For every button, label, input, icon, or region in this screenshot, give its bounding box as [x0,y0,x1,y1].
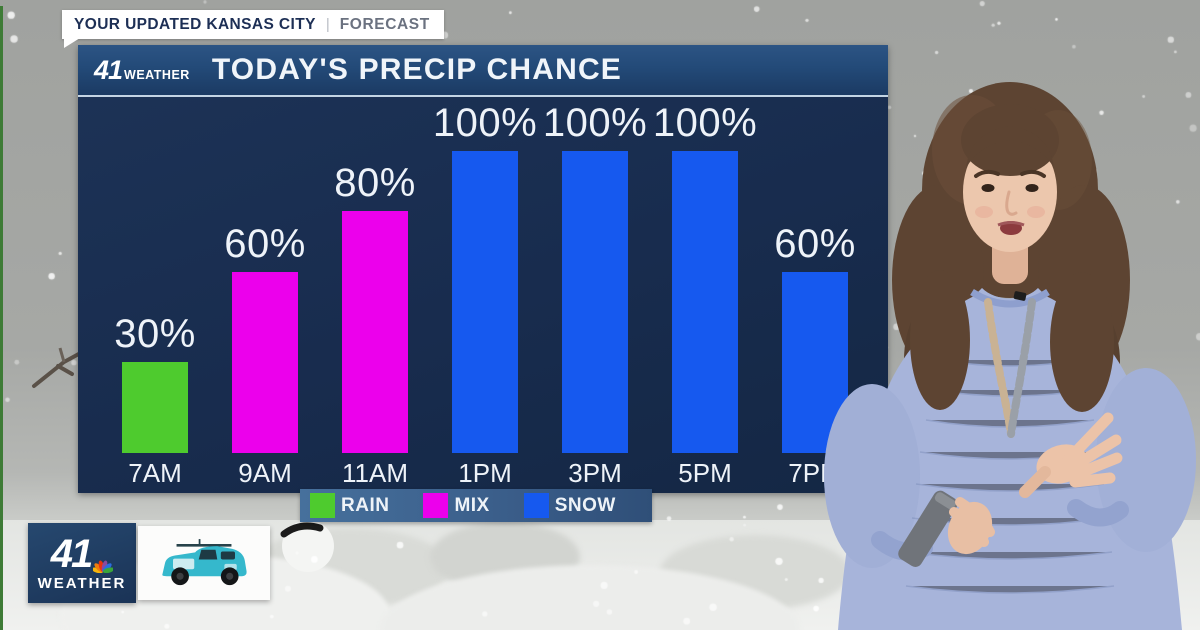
banner-separator: | [325,16,330,33]
bug-station-number: 41 [50,531,93,576]
video-edge-artifact [0,6,3,630]
bar-group-1pm: 100% 1PM [432,101,538,488]
bar-rain [122,362,188,453]
bar-time-label: 3PM [568,458,622,488]
station-bug: 41 WEATHER [28,523,136,603]
weather-jeep-icon [162,539,247,586]
bug-station-word: WEATHER [37,574,127,592]
presenter-hair-lock [910,270,970,410]
bar-value-label: 100% [542,101,648,145]
bar-group-9am: 60% 9AM [213,222,317,488]
bar-snow [452,151,518,453]
banner-secondary-text: FORECAST [339,15,430,33]
bar-group-5pm: 100% 5PM [652,101,758,488]
presenter-sweater [824,288,1196,630]
bar-mix [342,211,408,453]
chart-legend: RAIN MIX SNOW [300,489,652,522]
bar-time-label: 5PM [678,458,732,488]
station-word: WEATHER [124,67,190,82]
legend-item-rain: RAIN [310,493,389,518]
weather-presenter [824,82,1196,630]
bar-value-label: 30% [114,312,196,356]
bar-time-label: 9AM [238,458,292,488]
bar-time-label: 11AM [342,458,408,488]
nbc-peacock-icon [93,560,114,573]
legend-swatch [523,493,549,518]
legend-label: MIX [454,494,490,516]
bar-group-3pm: 100% 3PM [542,101,648,488]
station-number: 41 [94,54,123,85]
banner-primary-text: YOUR UPDATED KANSAS CITY [74,15,316,33]
station-logo: 41 WEATHER [94,55,190,86]
legend-swatch [423,493,449,518]
precip-chance-chart: 41 WEATHER TODAY'S PRECIP CHANCE 30% 7AM 6… [78,45,888,493]
chart-header: 41 WEATHER TODAY'S PRECIP CHANCE [78,45,888,97]
bar-mix [232,272,298,453]
bar-value-label: 60% [224,222,306,266]
bar-group-11am: 80% 11AM [323,161,427,488]
bar-plot-area: 30% 7AM 60% 9AM 80% 11AM 100% 1PM 100% 3PM 100% 5PM… [78,99,888,493]
bar-snow [672,151,738,453]
bar-value-label: 100% [432,101,538,145]
bar-snow [562,151,628,453]
chart-title: TODAY'S PRECIP CHANCE [211,53,623,86]
bar-time-label: 7AM [128,458,182,488]
presenter-face [961,104,1059,252]
legend-label: RAIN [341,494,390,516]
bar-value-label: 100% [652,101,758,145]
location-banner: YOUR UPDATED KANSAS CITY | FORECAST [62,10,444,48]
bar-value-label: 80% [334,161,416,205]
station-vehicle-photo [138,526,270,600]
legend-item-snow: SNOW [523,493,616,518]
snowman [280,520,334,572]
legend-item-mix: MIX [423,493,489,518]
legend-swatch [310,493,335,518]
bar-group-7am: 30% 7AM [103,312,207,488]
bar-time-label: 1PM [458,458,512,488]
legend-label: SNOW [554,494,616,516]
presenter-hair-lock [1050,272,1114,412]
